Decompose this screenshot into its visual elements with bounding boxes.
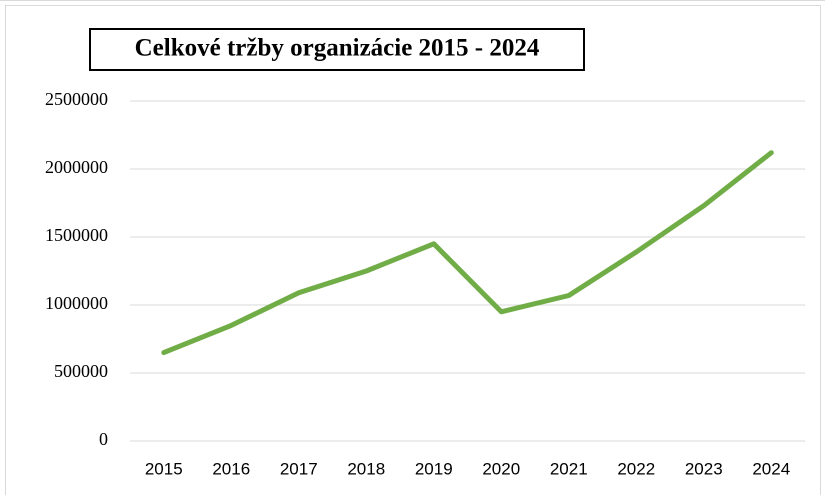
x-tick-label: 2016 <box>212 459 250 478</box>
y-tick-label: 2500000 <box>45 89 108 109</box>
y-tick-label: 1500000 <box>45 225 108 245</box>
y-tick-label: 1000000 <box>45 293 108 313</box>
y-tick-label: 0 <box>99 429 108 449</box>
x-tick-label: 2015 <box>145 459 183 478</box>
x-tick-label: 2019 <box>415 459 453 478</box>
y-tick-label: 500000 <box>54 361 108 381</box>
title-box <box>89 28 585 71</box>
x-tick-label: 2022 <box>617 459 655 478</box>
x-tick-label: 2017 <box>280 459 318 478</box>
data-line <box>161 150 774 356</box>
y-tick-label: 2000000 <box>45 157 108 177</box>
x-tick-label: 2021 <box>550 459 588 478</box>
x-tick-label: 2020 <box>482 459 520 478</box>
x-tick-label: 2018 <box>347 459 385 478</box>
chart-title: Celkové tržby organizácie 2015 - 2024 <box>135 35 540 62</box>
x-tick-label: 2023 <box>685 459 723 478</box>
x-tick-label: 2024 <box>752 459 790 478</box>
